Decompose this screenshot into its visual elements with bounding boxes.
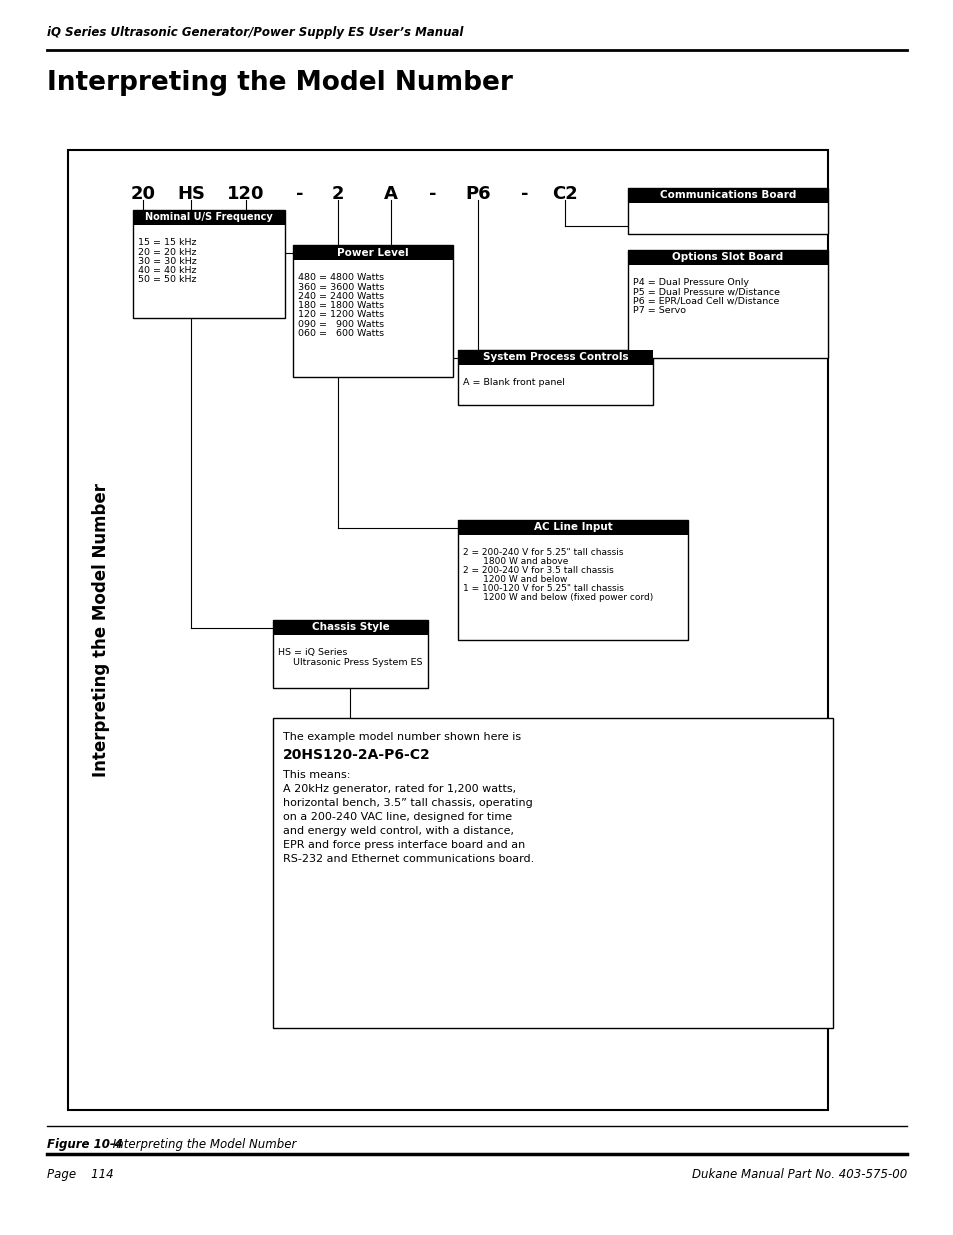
Text: 2: 2 — [332, 185, 344, 203]
Bar — [68, 149, 827, 1110]
Text: Interpreting the Model Number: Interpreting the Model Number — [109, 1137, 296, 1151]
Text: 20 = 20 kHz: 20 = 20 kHz — [138, 247, 196, 257]
Text: A: A — [384, 185, 397, 203]
Text: -: - — [429, 185, 436, 203]
Bar — [273, 620, 428, 688]
Text: 360 = 3600 Watts: 360 = 3600 Watts — [297, 283, 384, 291]
Bar — [627, 188, 827, 203]
Bar — [627, 249, 827, 266]
Text: HS = iQ Series: HS = iQ Series — [277, 648, 347, 657]
Text: C2: C2 — [552, 185, 578, 203]
Text: on a 200-240 VAC line, designed for time: on a 200-240 VAC line, designed for time — [283, 811, 512, 823]
Text: Interpreting the Model Number: Interpreting the Model Number — [47, 70, 513, 96]
Bar — [293, 245, 453, 261]
Bar — [273, 718, 832, 1028]
Bar — [457, 520, 687, 535]
Text: Figure 10-4: Figure 10-4 — [47, 1137, 123, 1151]
Bar — [273, 620, 428, 635]
Text: RS-232 and Ethernet communications board.: RS-232 and Ethernet communications board… — [283, 853, 534, 864]
Text: A = Blank front panel: A = Blank front panel — [462, 378, 564, 388]
Text: P6: P6 — [465, 185, 490, 203]
Text: 480 = 4800 Watts: 480 = 4800 Watts — [297, 273, 384, 283]
Bar — [132, 210, 285, 317]
Text: 40 = 40 kHz: 40 = 40 kHz — [138, 267, 196, 275]
Text: 1200 W and below (fixed power cord): 1200 W and below (fixed power cord) — [462, 593, 653, 601]
Text: HS: HS — [177, 185, 205, 203]
Text: Ultrasonic Press System ES: Ultrasonic Press System ES — [277, 657, 422, 667]
Text: iQ Series Ultrasonic Generator/Power Supply ES User’s Manual: iQ Series Ultrasonic Generator/Power Sup… — [47, 26, 463, 40]
Text: Dukane Manual Part No. 403-575-00: Dukane Manual Part No. 403-575-00 — [691, 1168, 906, 1181]
Text: 120: 120 — [227, 185, 265, 203]
Bar — [457, 520, 687, 640]
Text: This means:: This means: — [283, 769, 350, 781]
Text: Chassis Style: Chassis Style — [312, 622, 389, 632]
Text: 060 =   600 Watts: 060 = 600 Watts — [297, 329, 384, 338]
Text: -: - — [520, 185, 528, 203]
Text: P6 = EPR/Load Cell w/Distance: P6 = EPR/Load Cell w/Distance — [633, 296, 779, 306]
Bar — [457, 350, 652, 405]
Text: 1800 W and above: 1800 W and above — [462, 557, 568, 566]
Text: 2 = 200-240 V for 5.25" tall chassis: 2 = 200-240 V for 5.25" tall chassis — [462, 548, 623, 557]
Text: EPR and force press interface board and an: EPR and force press interface board and … — [283, 840, 525, 850]
Text: System Process Controls: System Process Controls — [482, 352, 628, 363]
Text: P7 = Servo: P7 = Servo — [633, 306, 685, 315]
Bar — [293, 245, 453, 377]
Text: P4 = Dual Pressure Only: P4 = Dual Pressure Only — [633, 278, 748, 288]
Text: 20HS120-2A-P6-C2: 20HS120-2A-P6-C2 — [283, 748, 431, 762]
Text: and energy weld control, with a distance,: and energy weld control, with a distance… — [283, 826, 514, 836]
Text: Interpreting the Model Number: Interpreting the Model Number — [91, 483, 110, 777]
Text: 20: 20 — [131, 185, 155, 203]
Text: 090 =   900 Watts: 090 = 900 Watts — [297, 320, 384, 329]
Text: 1 = 100-120 V for 5.25" tall chassis: 1 = 100-120 V for 5.25" tall chassis — [462, 584, 623, 593]
Text: Options Slot Board: Options Slot Board — [672, 252, 782, 263]
Text: Communications Board: Communications Board — [659, 190, 796, 200]
Bar — [132, 210, 285, 225]
Text: 240 = 2400 Watts: 240 = 2400 Watts — [297, 291, 384, 301]
Bar — [627, 188, 827, 233]
Text: The example model number shown here is: The example model number shown here is — [283, 732, 520, 742]
Text: Nominal U/S Frequency: Nominal U/S Frequency — [145, 212, 273, 222]
Bar — [627, 249, 827, 358]
Text: 120 = 1200 Watts: 120 = 1200 Watts — [297, 310, 384, 320]
Text: 2 = 200-240 V for 3.5 tall chassis: 2 = 200-240 V for 3.5 tall chassis — [462, 566, 613, 576]
Text: 15 = 15 kHz: 15 = 15 kHz — [138, 238, 196, 247]
Text: horizontal bench, 3.5” tall chassis, operating: horizontal bench, 3.5” tall chassis, ope… — [283, 798, 532, 808]
Text: 180 = 1800 Watts: 180 = 1800 Watts — [297, 301, 384, 310]
Text: AC Line Input: AC Line Input — [533, 522, 612, 532]
Text: Power Level: Power Level — [336, 247, 409, 258]
Text: -: - — [296, 185, 303, 203]
Text: P5 = Dual Pressure w/Distance: P5 = Dual Pressure w/Distance — [633, 288, 780, 296]
Text: A 20kHz generator, rated for 1,200 watts,: A 20kHz generator, rated for 1,200 watts… — [283, 784, 516, 794]
Text: 1200 W and below: 1200 W and below — [462, 576, 567, 584]
Text: Page    114: Page 114 — [47, 1168, 113, 1181]
Bar — [457, 350, 652, 366]
Text: 30 = 30 kHz: 30 = 30 kHz — [138, 257, 196, 266]
Text: 50 = 50 kHz: 50 = 50 kHz — [138, 275, 196, 284]
